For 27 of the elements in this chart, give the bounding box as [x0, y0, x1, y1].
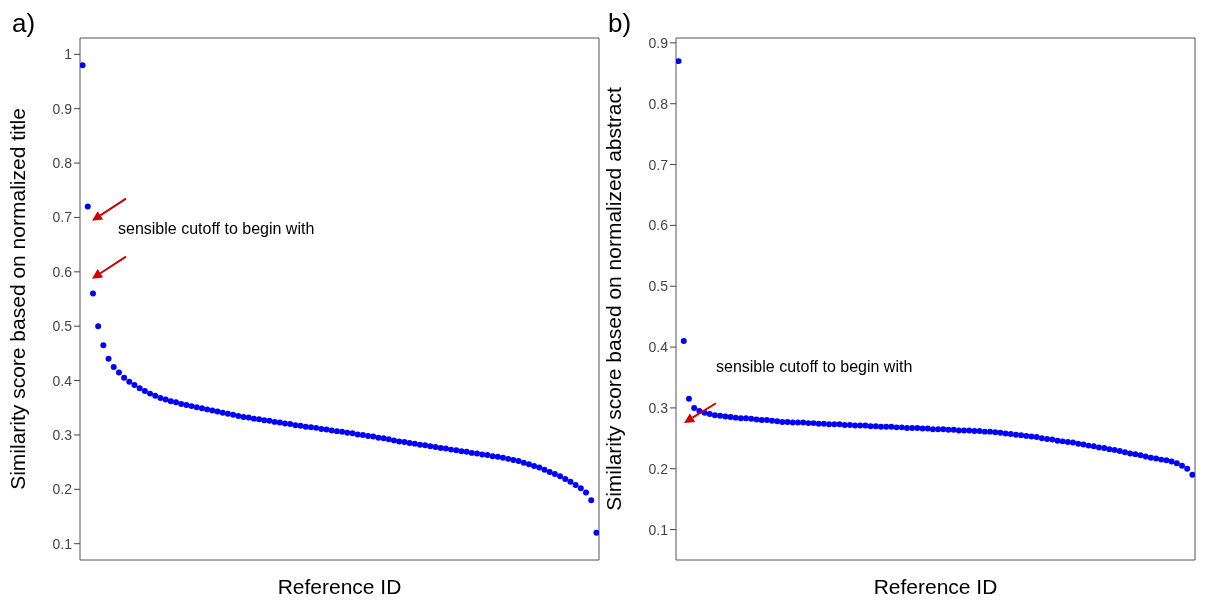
y-tick-label: 0.6	[52, 263, 73, 280]
y-tick-label: 0.9	[648, 34, 669, 51]
x-axis-title: Reference ID	[873, 575, 998, 598]
y-tick-label: 0.6	[648, 217, 669, 234]
y-tick-label: 0.4	[648, 339, 669, 356]
y-tick-label: 0.3	[648, 399, 669, 416]
y-tick-label: 0.1	[52, 535, 73, 552]
y-tick-label: 0.7	[648, 156, 669, 173]
y-tick-label: 0.7	[52, 209, 73, 226]
y-tick-label: 0.5	[648, 278, 669, 295]
y-tick-label: 0.1	[648, 521, 669, 538]
y-tick-label: 0.8	[52, 155, 73, 172]
y-tick-label: 0.2	[648, 460, 669, 477]
y-axis-title: Similarity score based on normalized title	[6, 108, 30, 490]
annotation: sensible cutoff to begin with	[118, 219, 315, 238]
y-tick-label: 0.2	[52, 481, 73, 498]
y-tick-label: 1	[64, 46, 73, 63]
annotation: sensible cutoff to begin with	[716, 357, 913, 376]
y-tick-label: 0.9	[52, 100, 73, 117]
chart-title: b)	[608, 8, 632, 39]
y-tick-label: 0.3	[52, 426, 73, 443]
y-tick-label: 0.4	[52, 372, 73, 389]
chart-title: a)	[12, 8, 36, 39]
y-axis-title: Similarity score based on normalized abstract	[602, 87, 626, 511]
y-tick-label: 0.8	[648, 95, 669, 112]
y-tick-label: 0.5	[52, 318, 73, 335]
x-axis-title: Reference ID	[277, 575, 402, 598]
